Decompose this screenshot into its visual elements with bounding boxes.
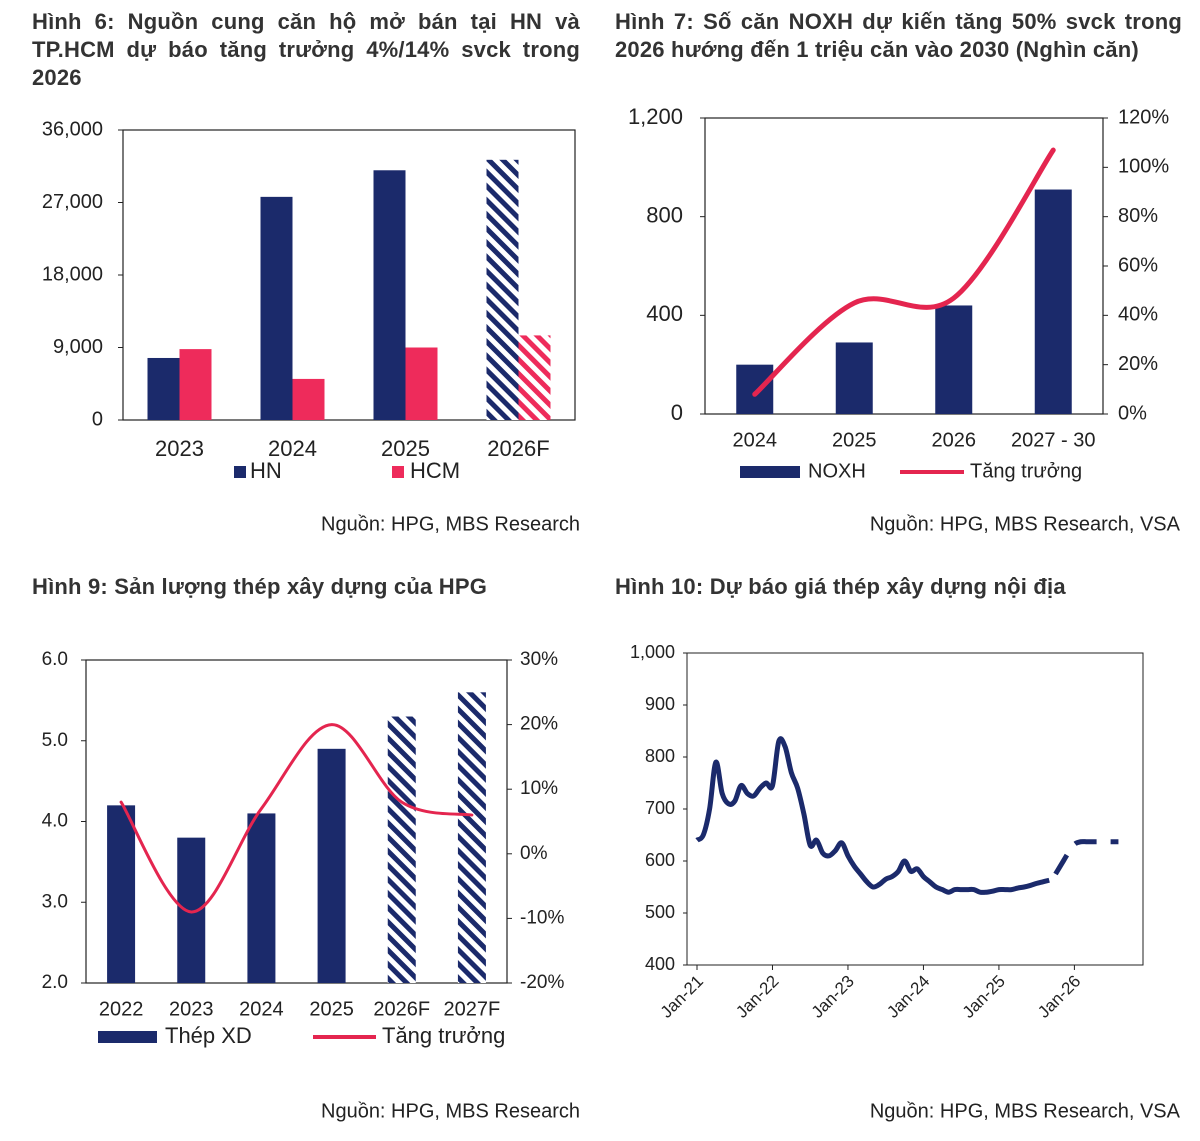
bar [835,342,873,414]
legend-label: Thép XD [165,1023,252,1048]
bar [317,748,346,983]
bar [179,349,212,420]
y2-tick-label: 60% [1118,254,1158,276]
plot-frame [686,652,1144,966]
x-tick-label: Jan-26 [1034,972,1084,1022]
source: Nguồn: HPG, MBS Research [321,513,580,535]
y2-tick-label: 30% [520,649,558,670]
bar [935,305,973,414]
x-tick-label: 2024 [239,998,284,1020]
legend-marker [98,1031,157,1043]
bar [736,364,774,414]
y-tick-label: 500 [645,902,675,922]
legend-marker [234,466,246,478]
x-tick-label: 2024 [733,429,778,451]
chart-title: Hình 6: Nguồn cung căn hộ mở bán tại HN … [32,9,580,90]
y-tick-label: 600 [645,850,675,870]
y2-tick-label: 0% [520,843,548,864]
y2-tick-label: 0% [1118,402,1147,424]
y2-tick-label: 80% [1118,205,1158,227]
y-tick-label: 18,000 [42,263,103,285]
legend-marker [740,466,800,478]
bar [387,716,416,983]
y-tick-label: 0 [671,400,683,425]
chart-title: Hình 9: Sản lượng thép xây dựng của HPG [32,574,488,599]
plot-frame [85,659,508,984]
x-tick-label: Jan-22 [732,972,782,1022]
x-tick-label: 2027F [444,998,501,1020]
y2-tick-label: 40% [1118,304,1158,326]
bar [177,837,206,983]
x-tick-label: 2024 [268,436,317,461]
chart-title: Hình 7: Số căn NOXH dự kiến tăng 50% svc… [615,9,1182,62]
x-tick-label: 2023 [155,436,204,461]
x-tick-label: Jan-21 [657,972,707,1022]
bar [405,347,438,420]
x-tick-label: 2027 - 30 [1011,429,1096,451]
y-tick-label: 700 [645,798,675,818]
legend-marker [392,466,404,478]
y2-tick-label: -20% [520,972,564,993]
x-tick-label: 2025 [309,998,354,1020]
y2-tick-label: 20% [520,714,558,735]
price-line [695,736,1050,895]
x-tick-label: 2026F [487,436,549,461]
bar [486,159,519,421]
bar [373,170,406,420]
y-tick-label: 27,000 [42,191,103,213]
x-tick-label: 2023 [169,998,214,1020]
bar [147,357,180,420]
y-tick-label: 400 [646,301,683,326]
bar [247,813,276,983]
growth-line [752,147,1056,397]
forecast-line [1053,839,1119,876]
source: Nguồn: HPG, MBS Research [321,1100,580,1122]
y2-tick-label: 20% [1118,353,1158,375]
y2-tick-label: 120% [1118,106,1169,128]
chart-title: Hình 10: Dự báo giá thép xây dựng nội đị… [615,574,1066,599]
y-tick-label: 800 [645,746,675,766]
y-tick-label: 6.0 [42,649,68,670]
y-tick-label: 1,200 [628,104,683,129]
x-tick-label: Jan-24 [883,972,933,1022]
bar [1034,189,1072,414]
y-tick-label: 4.0 [42,811,68,832]
x-tick-label: Jan-23 [808,972,858,1022]
y2-tick-label: -10% [520,907,564,928]
source: Nguồn: HPG, MBS Research, VSA [870,1100,1181,1122]
bar [260,196,293,420]
legend-label: NOXH [808,460,866,482]
y-tick-label: 900 [645,694,675,714]
growth-line [119,723,474,914]
x-tick-label: 2025 [381,436,430,461]
y-tick-label: 3.0 [42,891,68,912]
legend-label: HN [250,458,282,483]
y-tick-label: 1,000 [630,642,675,662]
y-tick-label: 800 [646,202,683,227]
x-tick-label: 2022 [99,998,144,1020]
x-tick-label: Jan-25 [959,972,1009,1022]
x-tick-label: 2026F [373,998,430,1020]
y-tick-label: 9,000 [53,336,103,358]
bar [292,378,325,420]
y-tick-label: 5.0 [42,730,68,751]
legend-label: Tăng trưởng [970,460,1082,482]
y-tick-label: 2.0 [42,972,68,993]
source: Nguồn: HPG, MBS Research, VSA [870,513,1181,535]
y-tick-label: 36,000 [42,118,103,140]
legend-label: Tăng trưởng [382,1023,505,1048]
bar [518,335,551,420]
y-tick-label: 0 [92,408,103,430]
x-tick-label: 2025 [832,429,877,451]
y-tick-label: 400 [645,954,675,974]
legend-label: HCM [410,458,460,483]
bar [107,805,136,983]
y2-tick-label: 100% [1118,156,1169,178]
bar [457,692,486,983]
x-tick-label: 2026 [932,429,977,451]
y2-tick-label: 10% [520,778,558,799]
